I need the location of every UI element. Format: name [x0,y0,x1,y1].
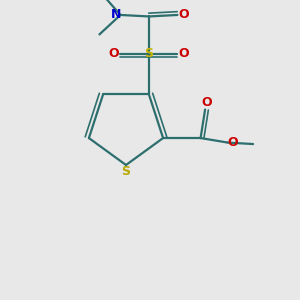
Text: O: O [109,47,119,60]
Text: S: S [122,165,130,178]
Text: S: S [144,47,153,60]
Text: N: N [111,8,121,21]
Text: O: O [201,97,212,110]
Text: O: O [179,47,189,60]
Text: O: O [228,136,238,149]
Text: O: O [179,8,189,21]
